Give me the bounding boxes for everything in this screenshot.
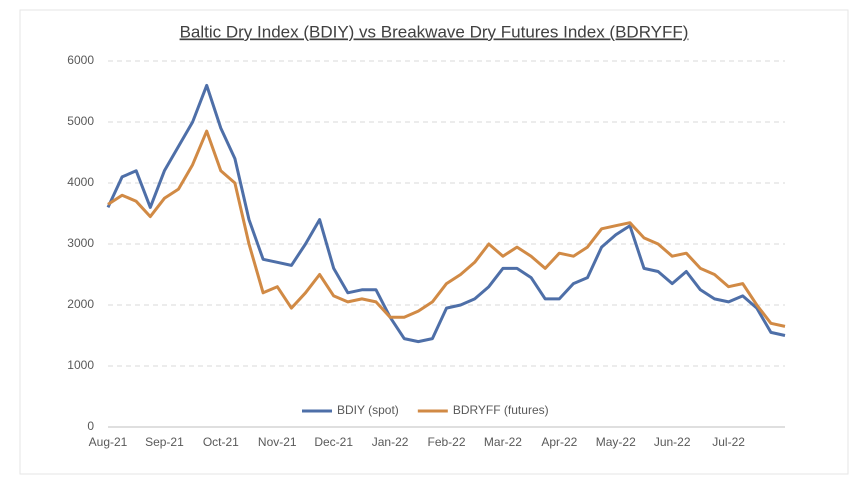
series-line xyxy=(107,129,786,328)
x-tick-label: Sep-21 xyxy=(145,435,184,449)
x-tick-label: Dec-21 xyxy=(314,435,353,449)
x-tick-label: Nov-21 xyxy=(258,435,297,449)
x-tick-label: Jun-22 xyxy=(654,435,691,449)
series-line xyxy=(106,83,786,344)
y-tick-label: 2000 xyxy=(67,297,94,311)
x-tick-label: Apr-22 xyxy=(541,435,577,449)
y-tick-label: 6000 xyxy=(67,53,94,67)
x-tick-label: Mar-22 xyxy=(484,435,522,449)
x-tick-label: Jul-22 xyxy=(712,435,745,449)
y-tick-label: 5000 xyxy=(67,114,94,128)
x-tick-label: Jan-22 xyxy=(372,435,409,449)
y-tick-label: 0 xyxy=(87,419,94,433)
y-tick-label: 1000 xyxy=(67,358,94,372)
x-tick-label: Feb-22 xyxy=(427,435,465,449)
legend-label: BDIY (spot) xyxy=(337,403,399,417)
x-tick-label: Aug-21 xyxy=(89,435,128,449)
x-tick-label: May-22 xyxy=(596,435,636,449)
chart-title: Baltic Dry Index (BDIY) vs Breakwave Dry… xyxy=(180,22,689,41)
chart-frame xyxy=(19,9,849,475)
x-tick-label: Oct-21 xyxy=(203,435,239,449)
legend-label: BDRYFF (futures) xyxy=(453,403,549,417)
y-tick-label: 3000 xyxy=(67,236,94,250)
y-tick-label: 4000 xyxy=(67,175,94,189)
